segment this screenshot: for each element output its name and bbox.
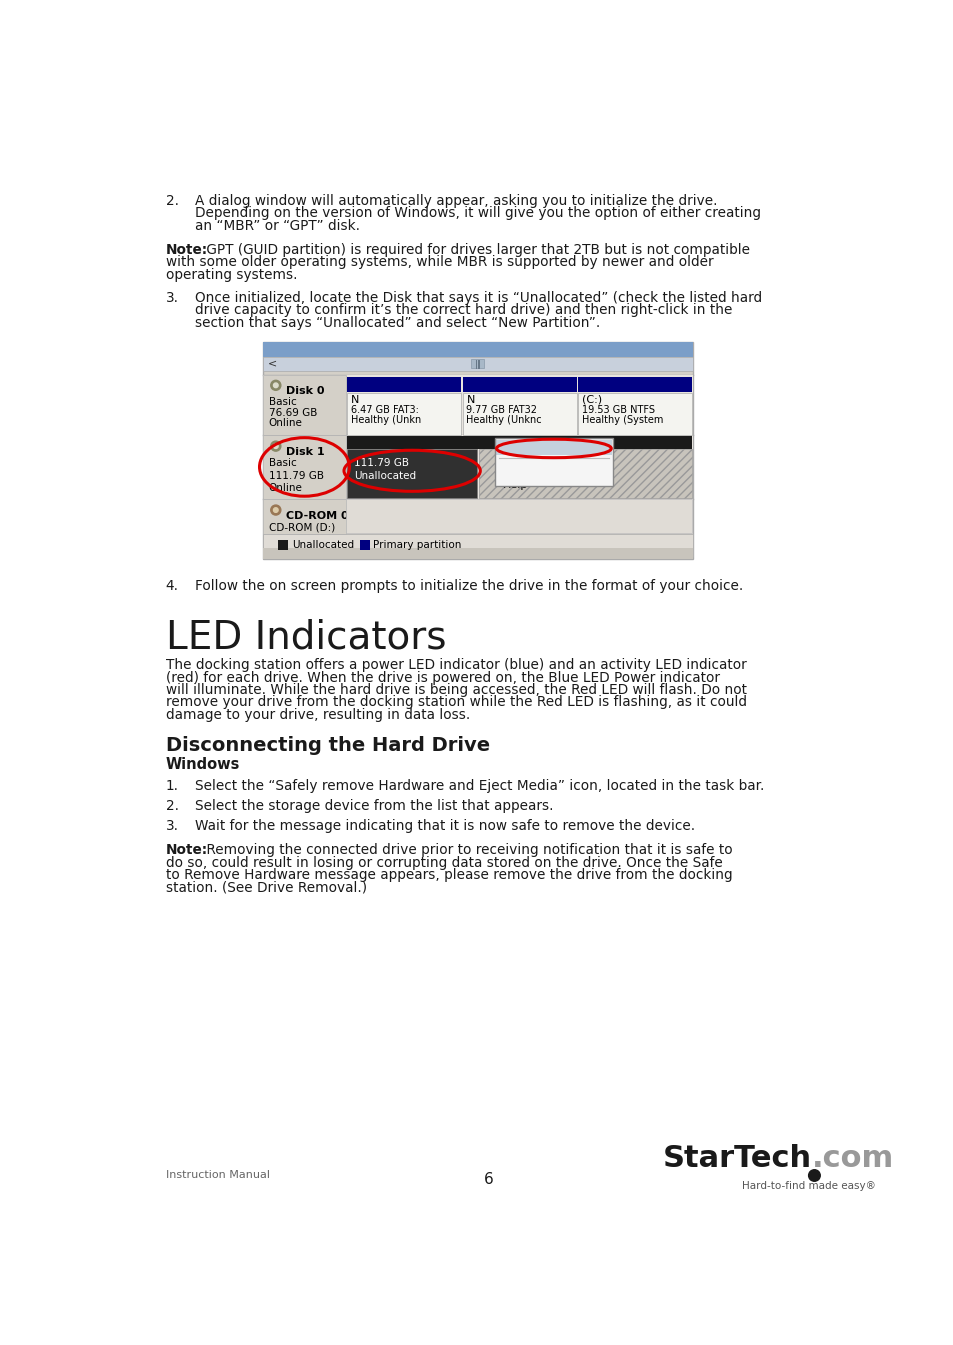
- Bar: [359, 541, 369, 550]
- Bar: [262, 342, 692, 560]
- Bar: [262, 499, 692, 534]
- Text: 9.77 GB FAT32: 9.77 GB FAT32: [466, 405, 537, 414]
- Text: remove your drive from the docking station while the Red LED is flashing, as it : remove your drive from the docking stati…: [166, 695, 746, 709]
- Circle shape: [271, 381, 280, 390]
- Circle shape: [274, 508, 278, 512]
- Bar: [347, 377, 460, 393]
- Text: 3.: 3.: [166, 291, 178, 305]
- Text: 111.79 GB: 111.79 GB: [269, 471, 323, 480]
- Text: Depending on the version of Windows, it will give you the option of either creat: Depending on the version of Windows, it …: [195, 206, 760, 221]
- Text: Disk 0: Disk 0: [286, 386, 324, 395]
- Text: 2.: 2.: [166, 194, 178, 207]
- Circle shape: [274, 444, 278, 448]
- Text: Primary partition: Primary partition: [373, 541, 461, 550]
- Text: Windows: Windows: [166, 757, 240, 772]
- Text: Removing the connected drive prior to receiving notification that it is safe to: Removing the connected drive prior to re…: [202, 843, 732, 858]
- Text: 76.69 GB: 76.69 GB: [269, 408, 316, 418]
- Bar: [278, 541, 288, 550]
- Text: GPT (GUID partition) is required for drives larger that 2TB but is not compatibl: GPT (GUID partition) is required for dri…: [202, 242, 749, 257]
- Text: 3.: 3.: [166, 819, 178, 834]
- Text: Online: Online: [269, 483, 302, 494]
- Circle shape: [274, 383, 278, 387]
- Bar: [262, 356, 692, 371]
- Text: 4.: 4.: [166, 578, 178, 593]
- Text: Properties: Properties: [502, 468, 558, 477]
- Bar: [347, 449, 476, 498]
- Text: New Partition...: New Partition...: [502, 451, 588, 461]
- Text: Online: Online: [269, 418, 302, 429]
- Text: Healthy (Unknc: Healthy (Unknc: [466, 416, 541, 425]
- Text: Healthy (System: Healthy (System: [581, 416, 662, 425]
- Bar: [262, 375, 692, 436]
- Text: will illuminate. While the hard drive is being accessed, the Red LED will flash.: will illuminate. While the hard drive is…: [166, 683, 746, 697]
- Text: Select the storage device from the list that appears.: Select the storage device from the list …: [195, 799, 553, 814]
- Circle shape: [271, 506, 280, 515]
- Text: 6.47 GB FAT3:: 6.47 GB FAT3:: [351, 405, 418, 414]
- Text: Help: Help: [502, 480, 528, 490]
- Text: 111.79 GB: 111.79 GB: [354, 459, 409, 468]
- Text: an “MBR” or “GPT” disk.: an “MBR” or “GPT” disk.: [195, 219, 360, 233]
- Text: Disconnecting the Hard Drive: Disconnecting the Hard Drive: [166, 736, 489, 755]
- Bar: [496, 440, 612, 456]
- Text: N: N: [466, 394, 475, 405]
- Text: Note:: Note:: [166, 242, 208, 257]
- Bar: [262, 499, 346, 534]
- Text: 2.: 2.: [166, 799, 178, 814]
- Text: with some older operating systems, while MBR is supported by newer and older: with some older operating systems, while…: [166, 256, 713, 269]
- Text: drive capacity to confirm it’s the correct hard drive) and then right-click in t: drive capacity to confirm it’s the corre…: [195, 304, 732, 317]
- Text: Healthy (Unkn: Healthy (Unkn: [351, 416, 421, 425]
- Text: Once initialized, locate the Disk that says it is “Unallocated” (check the liste: Once initialized, locate the Disk that s…: [195, 291, 761, 305]
- Text: (C:): (C:): [581, 394, 601, 405]
- Bar: [262, 436, 692, 499]
- Bar: [578, 393, 691, 434]
- Text: do so, could result in losing or corrupting data stored on the drive. Once the S: do so, could result in losing or corrupt…: [166, 855, 721, 870]
- Text: 6: 6: [483, 1171, 494, 1186]
- Bar: [471, 359, 483, 369]
- Bar: [347, 393, 460, 434]
- Bar: [262, 342, 692, 356]
- Text: damage to your drive, resulting in data loss.: damage to your drive, resulting in data …: [166, 707, 470, 722]
- Text: <: <: [268, 358, 277, 369]
- Text: Select the “Safely remove Hardware and Eject Media” icon, located in the task ba: Select the “Safely remove Hardware and E…: [195, 779, 763, 794]
- Bar: [578, 377, 691, 393]
- Bar: [346, 499, 691, 533]
- Text: to Remove Hardware message appears, please remove the drive from the docking: to Remove Hardware message appears, plea…: [166, 869, 732, 882]
- Text: 1.: 1.: [166, 779, 178, 794]
- Text: section that says “Unallocated” and select “New Partition”.: section that says “Unallocated” and sele…: [195, 316, 599, 330]
- Text: Unallocated: Unallocated: [354, 471, 416, 480]
- Text: Basic: Basic: [269, 459, 296, 468]
- Text: N: N: [351, 394, 359, 405]
- Text: The docking station offers a power LED indicator (blue) and an activity LED indi: The docking station offers a power LED i…: [166, 658, 745, 672]
- Bar: [262, 534, 692, 557]
- Text: (red) for each drive. When the drive is powered on, the Blue LED Power indicator: (red) for each drive. When the drive is …: [166, 671, 719, 685]
- Circle shape: [808, 1170, 820, 1181]
- Bar: [478, 449, 691, 498]
- Bar: [462, 393, 576, 434]
- Text: Unallocated: Unallocated: [292, 541, 354, 550]
- Text: A dialog window will automatically appear, asking you to initialize the drive.: A dialog window will automatically appea…: [195, 194, 717, 207]
- Text: CD-ROM 0: CD-ROM 0: [286, 511, 348, 521]
- Text: Disk 1: Disk 1: [286, 447, 324, 457]
- Text: Basic: Basic: [269, 397, 296, 408]
- Text: station. (See Drive Removal.): station. (See Drive Removal.): [166, 881, 367, 894]
- Bar: [347, 436, 691, 449]
- Text: Follow the on screen prompts to initialize the drive in the format of your choic: Follow the on screen prompts to initiali…: [195, 578, 742, 593]
- Text: CD-ROM (D:): CD-ROM (D:): [269, 522, 335, 533]
- Bar: [262, 547, 692, 560]
- Text: LED Indicators: LED Indicators: [166, 617, 446, 656]
- Bar: [495, 438, 612, 486]
- Text: Note:: Note:: [166, 843, 208, 858]
- Text: StarTech: StarTech: [662, 1145, 811, 1173]
- Bar: [262, 436, 346, 499]
- Text: operating systems.: operating systems.: [166, 268, 297, 281]
- Text: Wait for the message indicating that it is now safe to remove the device.: Wait for the message indicating that it …: [195, 819, 695, 834]
- Bar: [262, 375, 346, 436]
- Circle shape: [271, 441, 280, 451]
- Text: 19.53 GB NTFS: 19.53 GB NTFS: [581, 405, 655, 414]
- Text: Instruction Manual: Instruction Manual: [166, 1170, 270, 1181]
- Bar: [462, 377, 576, 393]
- Text: Hard-to-find made easy®: Hard-to-find made easy®: [741, 1181, 875, 1192]
- Text: .com: .com: [811, 1145, 893, 1173]
